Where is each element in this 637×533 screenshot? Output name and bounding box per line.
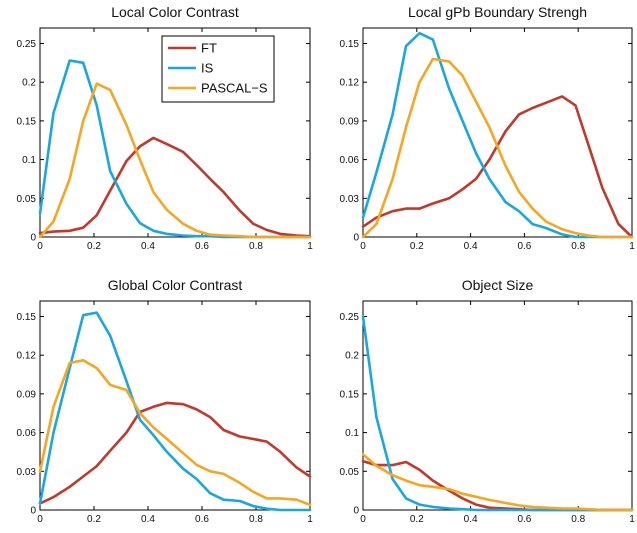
x-tick-label: 0.2: [410, 514, 424, 525]
y-tick-label: 0.03: [17, 467, 37, 478]
x-tick-label: 0.4: [464, 514, 478, 525]
chart-title: Local gPb Boundary Strengh: [408, 4, 587, 20]
y-tick-label: 0.15: [17, 312, 37, 323]
x-tick-label: 0.4: [141, 241, 155, 252]
x-tick-label: 0.2: [87, 514, 101, 525]
y-tick-label: 0.09: [17, 389, 37, 400]
y-tick-label: 0: [353, 233, 359, 244]
series-line-is: [361, 31, 634, 239]
x-tick-label: 0: [360, 514, 366, 525]
legend-label: PASCAL−S: [201, 81, 268, 96]
y-tick-label: 0: [30, 233, 36, 244]
y-tick-label: 0.2: [345, 351, 359, 362]
y-tick-label: 0.2: [22, 78, 36, 89]
series-line-pascal-s: [38, 358, 312, 507]
x-tick-label: 0.4: [141, 514, 155, 525]
y-tick-label: 0.15: [17, 116, 37, 127]
x-tick-label: 1: [307, 241, 313, 252]
x-tick-label: 0.6: [517, 514, 531, 525]
axes-box: [362, 27, 633, 238]
x-tick-label: 0.6: [517, 241, 531, 252]
x-tick-label: 0.2: [410, 241, 424, 252]
y-tick-label: 0.25: [340, 312, 360, 323]
x-tick-label: 0: [37, 514, 43, 525]
series-line-pascal-s: [38, 82, 312, 239]
series-line-pascal-s: [361, 452, 634, 512]
x-tick-label: 0.4: [464, 241, 478, 252]
x-tick-label: 0: [360, 241, 366, 252]
series-line-ft: [361, 95, 634, 239]
x-tick-label: 0.8: [249, 241, 263, 252]
y-tick-label: 0.03: [340, 194, 360, 205]
x-tick-label: 0.8: [571, 514, 585, 525]
legend-label: IS: [201, 61, 214, 76]
axes-box: [39, 27, 311, 238]
y-tick-label: 0.1: [345, 428, 359, 439]
series-line-is: [38, 311, 312, 512]
legend-label: FT: [201, 41, 217, 56]
y-tick-label: 0.25: [17, 39, 37, 50]
y-tick-label: 0: [30, 506, 36, 517]
series-line-ft: [38, 401, 312, 505]
y-tick-label: 0.09: [340, 116, 360, 127]
y-tick-label: 0: [353, 506, 359, 517]
y-tick-label: 0.05: [17, 194, 37, 205]
x-tick-label: 1: [629, 241, 635, 252]
y-tick-label: 0.12: [340, 78, 360, 89]
x-tick-label: 0.8: [249, 514, 263, 525]
x-tick-label: 0.6: [195, 514, 209, 525]
panel-0: Local Color Contrast 0 0.2 0.4 0.6 0.8 1 0 0.05 0…: [17, 4, 314, 252]
y-tick-label: 0.1: [22, 155, 36, 166]
chart-title: Object Size: [462, 277, 534, 293]
legend: FT IS PASCAL−S: [161, 35, 275, 103]
y-tick-label: 0.06: [17, 428, 37, 439]
y-tick-label: 0.06: [340, 155, 360, 166]
x-tick-label: 0.8: [571, 241, 585, 252]
series-line-ft: [38, 136, 312, 238]
x-tick-label: 0: [37, 241, 43, 252]
x-tick-label: 0.2: [87, 241, 101, 252]
x-tick-label: 0.6: [195, 241, 209, 252]
y-tick-label: 0.12: [17, 351, 37, 362]
panel-2: Global Color Contrast 0 0.2 0.4 0.6 0.8 1 0 0.03…: [17, 277, 314, 525]
panel-3: Object Size 0 0.2 0.4 0.6 0.8 1 0 0.05 0.1 0.15 0.2…: [340, 277, 636, 525]
series-line-is: [361, 315, 634, 512]
y-tick-label: 0.05: [340, 467, 360, 478]
chart-title: Global Color Contrast: [108, 277, 243, 293]
chart-title: Local Color Contrast: [111, 4, 239, 20]
x-tick-label: 1: [629, 514, 635, 525]
y-tick-label: 0.15: [340, 389, 360, 400]
y-tick-label: 0.15: [340, 39, 360, 50]
series-line-pascal-s: [361, 57, 634, 239]
x-tick-label: 1: [307, 514, 313, 525]
panel-1: Local gPb Boundary Strengh 0 0.2 0.4 0.6 0.8 1…: [340, 4, 636, 252]
axes-box: [39, 300, 311, 511]
